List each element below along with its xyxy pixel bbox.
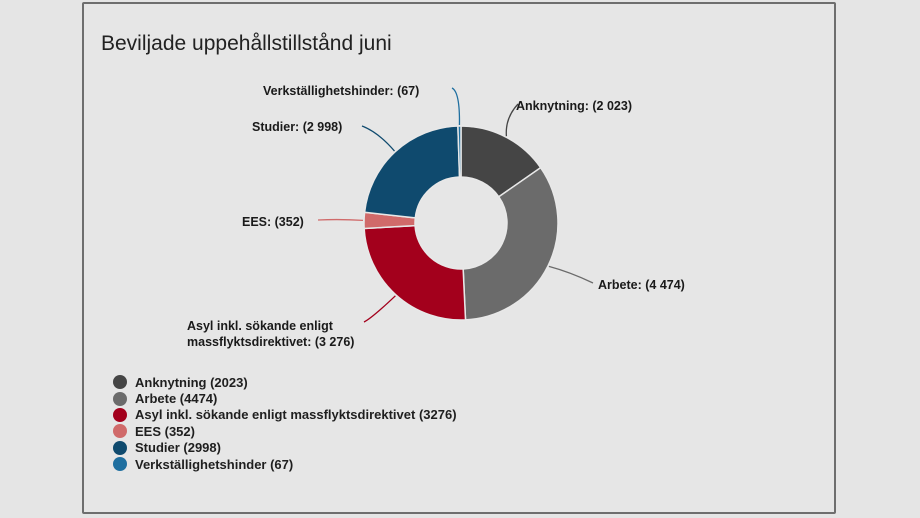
donut-slices [363, 125, 559, 321]
leader-line [361, 125, 395, 152]
leader-line [317, 218, 364, 222]
donut-slice[interactable] [363, 224, 467, 321]
legend-marker-icon [113, 391, 127, 406]
legend-item-verkstallighetshinder[interactable]: Verkställighetshinder (67) [113, 456, 457, 472]
legend-item-ees[interactable]: EES (352) [113, 423, 457, 439]
donut-slice[interactable] [363, 125, 461, 219]
chart-title: Beviljade uppehållstillstånd juni [101, 32, 392, 55]
legend-item-anknytning[interactable]: Anknytning (2023) [113, 374, 457, 390]
legend-label: Asyl inkl. sökande enligt massflyktsdire… [135, 407, 457, 423]
legend-marker-icon [113, 424, 127, 439]
leader-line [548, 265, 594, 284]
legend-label: EES (352) [135, 423, 195, 439]
leader-line [505, 103, 519, 137]
legend-label: Verkställighetshinder (67) [135, 456, 294, 472]
legend-marker-icon [113, 440, 127, 455]
legend-item-arbete[interactable]: Arbete (4474) [113, 390, 457, 406]
leader-line [451, 87, 461, 126]
legend-marker-icon [113, 375, 127, 390]
label-leader-lines [317, 87, 594, 323]
leader-line [363, 295, 396, 323]
legend-item-asyl[interactable]: Asyl inkl. sökande enligt massflyktsdire… [113, 407, 457, 423]
data-label-studier: Studier: (2 998) [252, 120, 343, 134]
legend-label: Anknytning (2023) [135, 374, 248, 390]
chart-card [82, 2, 836, 514]
legend-label: Studier (2998) [135, 440, 221, 456]
donut-slice[interactable] [462, 166, 559, 321]
legend-label: Arbete (4474) [135, 391, 218, 407]
data-label-asyl: Asyl inkl. sökande enligt massflyktsdire… [187, 319, 355, 349]
data-label-verkstallighetshinder: Verkställighetshinder: (67) [263, 84, 420, 98]
data-label-ees: EES: (352) [242, 215, 304, 229]
legend-marker-icon [113, 407, 127, 422]
chart-legend: Anknytning (2023) Arbete (4474) Asyl ink… [113, 374, 457, 472]
legend-marker-icon [113, 457, 127, 472]
donut-slice[interactable] [457, 125, 462, 178]
legend-item-studier[interactable]: Studier (2998) [113, 440, 457, 456]
data-label-anknytning: Anknytning: (2 023) [516, 99, 632, 113]
data-label-arbete: Arbete: (4 474) [598, 278, 685, 292]
